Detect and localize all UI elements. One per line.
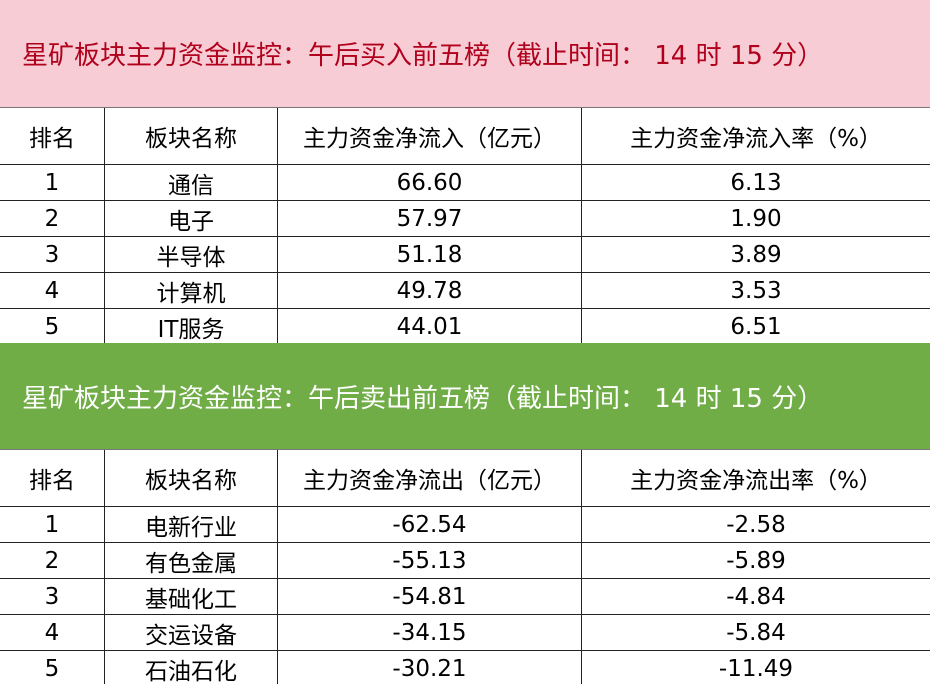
table-cell: -54.81 <box>278 579 582 615</box>
header-cell: 排名 <box>0 450 105 507</box>
table-cell: 49.78 <box>278 273 582 309</box>
table-cell: 2 <box>0 201 105 237</box>
table-cell: 4 <box>0 615 105 651</box>
header-cell: 主力资金净流出率（%） <box>582 450 930 507</box>
table-cell: 4 <box>0 273 105 309</box>
table-cell: -4.84 <box>582 579 930 615</box>
table-cell: 计算机 <box>105 273 278 309</box>
table-cell: 44.01 <box>278 309 582 345</box>
header-cell: 排名 <box>0 108 105 165</box>
table-cell: 交运设备 <box>105 615 278 651</box>
table-cell: 3.53 <box>582 273 930 309</box>
table-cell: 电新行业 <box>105 507 278 543</box>
table-cell: 2 <box>0 543 105 579</box>
table-cell: -30.21 <box>278 651 582 684</box>
table-cell: -34.15 <box>278 615 582 651</box>
table-cell: -5.89 <box>582 543 930 579</box>
table-cell: 6.51 <box>582 309 930 345</box>
table-cell: 有色金属 <box>105 543 278 579</box>
table-cell: IT服务 <box>105 309 278 345</box>
table-cell: 57.97 <box>278 201 582 237</box>
table-cell: -62.54 <box>278 507 582 543</box>
header-cell: 板块名称 <box>105 108 278 165</box>
table-cell: 半导体 <box>105 237 278 273</box>
table-cell: 1 <box>0 507 105 543</box>
table-cell: 石油石化 <box>105 651 278 684</box>
table-cell: 1.90 <box>582 201 930 237</box>
table-cell: 3.89 <box>582 237 930 273</box>
table-cell: 66.60 <box>278 165 582 201</box>
table-cell: -11.49 <box>582 651 930 684</box>
table-cell: -2.58 <box>582 507 930 543</box>
table-cell: -55.13 <box>278 543 582 579</box>
table-cell: 5 <box>0 309 105 345</box>
table-cell: 3 <box>0 237 105 273</box>
table-cell: 51.18 <box>278 237 582 273</box>
header-cell: 主力资金净流入率（%） <box>582 108 930 165</box>
table-cell: 基础化工 <box>105 579 278 615</box>
table-cell: 电子 <box>105 201 278 237</box>
section-title: 星矿板块主力资金监控：午后卖出前五榜（截止时间： 14 时 15 分） <box>0 343 930 450</box>
table-cell: 3 <box>0 579 105 615</box>
table-cell: -5.84 <box>582 615 930 651</box>
section-title: 星矿板块主力资金监控：午后买入前五榜（截止时间： 14 时 15 分） <box>0 0 930 108</box>
header-cell: 主力资金净流出（亿元） <box>278 450 582 507</box>
table-cell: 通信 <box>105 165 278 201</box>
table-cell: 1 <box>0 165 105 201</box>
header-cell: 板块名称 <box>105 450 278 507</box>
table-cell: 6.13 <box>582 165 930 201</box>
header-cell: 主力资金净流入（亿元） <box>278 108 582 165</box>
table-cell: 5 <box>0 651 105 684</box>
